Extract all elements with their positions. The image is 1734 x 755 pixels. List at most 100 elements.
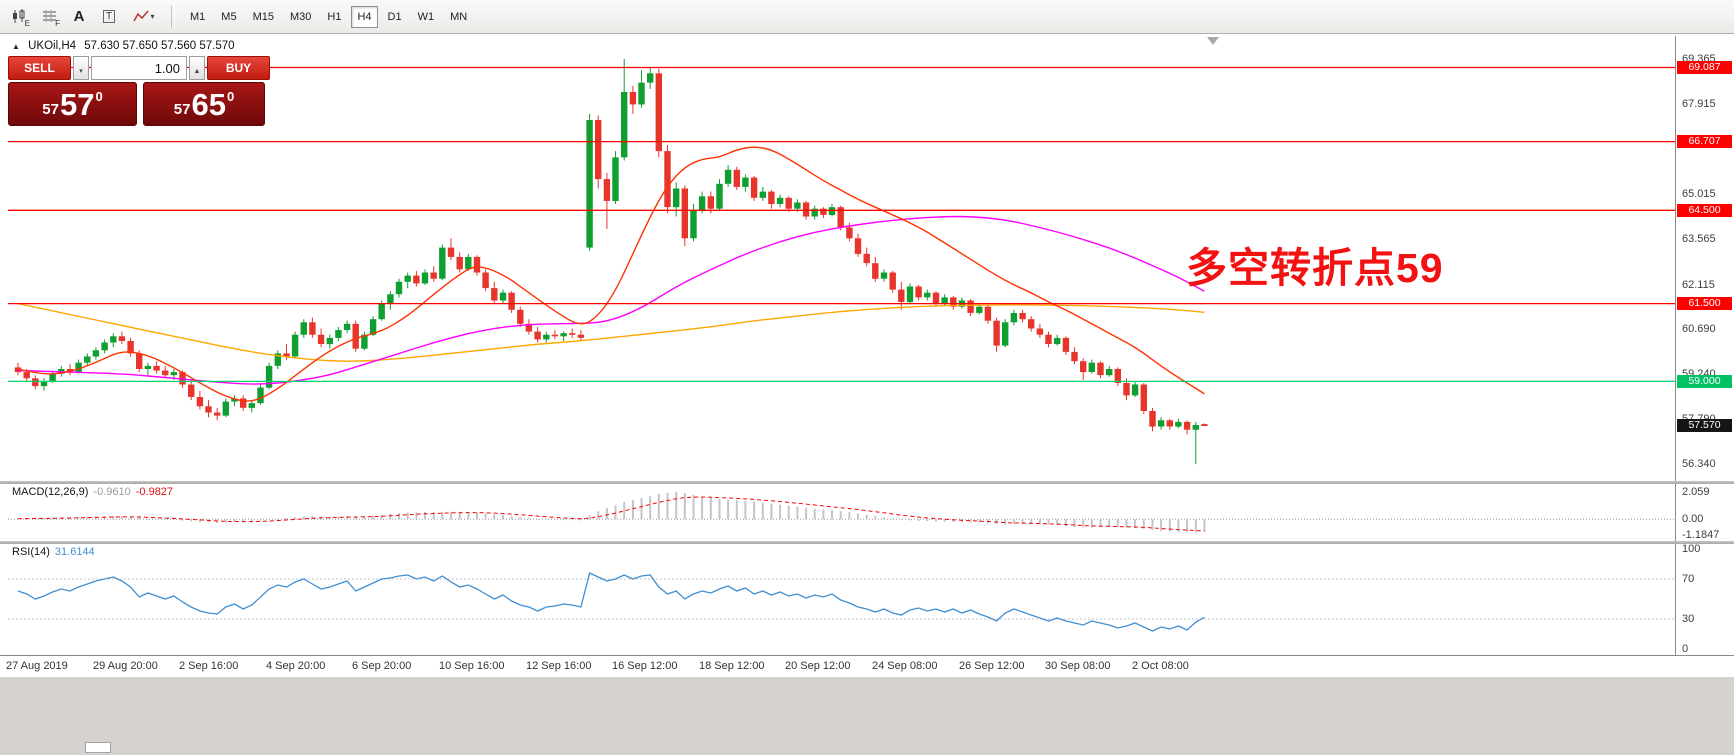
text-label-button[interactable]: T: [95, 5, 123, 29]
rsi-axis[interactable]: 100 70 30 0: [1675, 543, 1734, 655]
price-axis-label: 62.115: [1682, 278, 1715, 291]
toolbar-separator: [171, 5, 175, 28]
grid-button[interactable]: F: [35, 5, 63, 29]
indicators-button[interactable]: ▾: [125, 5, 163, 29]
timeframe-m15[interactable]: M15: [247, 6, 280, 28]
time-axis-label: 10 Sep 16:00: [439, 660, 505, 672]
rsi-axis-label: 0: [1682, 643, 1689, 655]
panel-separator[interactable]: [0, 541, 1734, 544]
price-axis-label: 60.690: [1682, 322, 1716, 335]
volume-input[interactable]: [91, 56, 187, 80]
shortcut-letter: E: [24, 18, 30, 28]
ma_fast-line: [17, 146, 1205, 402]
indicator-line-icon: [133, 10, 150, 22]
sell-button[interactable]: SELL: [8, 56, 71, 80]
rsi-axis-label: 70: [1682, 573, 1695, 585]
font-icon: A: [73, 8, 85, 25]
macd-title: MACD(12,26,9) -0.9610 -0.9827: [12, 486, 178, 498]
ask-pipette: 0: [226, 89, 235, 104]
macd-axis-label: -1.1847: [1682, 529, 1720, 541]
ask-pips: 65: [191, 86, 226, 122]
level-price-tag: 64.500: [1677, 203, 1732, 217]
shortcut-letter: F: [55, 18, 60, 28]
time-axis-label: 18 Sep 12:00: [699, 660, 765, 672]
chevron-down-icon: ▾: [150, 12, 155, 21]
ma_mid-line: [17, 215, 1205, 385]
time-axis-label: 29 Aug 20:00: [93, 660, 158, 672]
timeframe-mn[interactable]: MN: [444, 6, 473, 28]
level-price-tag: 69.087: [1677, 61, 1732, 74]
chart-type-button[interactable]: E: [5, 5, 33, 29]
scroll-thumb[interactable]: [85, 742, 111, 753]
candlestick-icon: [13, 9, 25, 23]
time-axis[interactable]: 27 Aug 2019 29 Aug 20:00 2 Sep 16:00 4 Sep …: [0, 655, 1734, 677]
ask-price-display[interactable]: 57 65 0: [143, 82, 265, 126]
price-chart-canvas: [8, 58, 1676, 465]
level-price-tag: 61.500: [1677, 297, 1732, 311]
time-axis-label: 24 Sep 08:00: [872, 660, 938, 672]
time-axis-label: 30 Sep 08:00: [1045, 660, 1111, 672]
rsi-panel[interactable]: RSI(14) 31.6144: [8, 544, 1676, 655]
price-axis-label: 65.015: [1682, 188, 1716, 201]
timeframe-d1[interactable]: D1: [382, 6, 408, 28]
caret-up-icon: ▲: [193, 67, 201, 75]
current-price-tag: 57.570: [1677, 419, 1732, 433]
macd-axis-label: 0.00: [1682, 513, 1704, 526]
bid-price-display[interactable]: 57 57 0: [8, 82, 137, 126]
price-chart[interactable]: ▲ UKOil,H4 57.630 57.650 57.560 57.570 S…: [8, 36, 1676, 481]
ohlc-values: 57.630 57.650 57.560 57.570: [84, 40, 235, 52]
chart-window[interactable]: ▲ UKOil,H4 57.630 57.650 57.560 57.570 S…: [0, 34, 1734, 677]
caret-down-icon: ▾: [79, 67, 83, 75]
volume-dropdown-button[interactable]: ▾: [73, 56, 89, 80]
tick-direction-icon: ▲: [12, 42, 20, 51]
time-axis-label: 16 Sep 12:00: [612, 660, 678, 672]
time-axis-label: 26 Sep 12:00: [959, 660, 1025, 672]
price-axis-label: 63.565: [1682, 233, 1716, 246]
rsi-canvas: [8, 572, 1676, 632]
time-axis-label: 6 Sep 20:00: [352, 660, 412, 672]
textbox-icon: T: [102, 10, 116, 23]
timeframe-h4[interactable]: H4: [351, 5, 378, 28]
timeframe-m1[interactable]: M1: [184, 6, 211, 28]
rsi-axis-label: 30: [1682, 613, 1695, 625]
chart-shift-marker: [1207, 37, 1219, 45]
ask-integer: 57: [173, 101, 191, 118]
time-axis-label: 4 Sep 20:00: [266, 660, 326, 672]
macd-panel[interactable]: MACD(12,26,9) -0.9610 -0.9827: [8, 484, 1676, 541]
bid-pips: 57: [59, 86, 95, 122]
macd-axis[interactable]: 2.059 0.00 -1.1847: [1675, 484, 1734, 541]
bottom-area: [0, 677, 1734, 755]
font-tool-button[interactable]: A: [65, 5, 93, 29]
top-toolbar: E F A T ▾ M1 M5 M15 M30 H1 H4 D1 W1 MN: [0, 0, 1734, 34]
macd-canvas: [8, 492, 1676, 533]
time-axis-label: 12 Sep 16:00: [526, 660, 592, 672]
time-axis-label: 27 Aug 2019: [6, 660, 68, 672]
macd-main-value: -0.9610: [93, 486, 131, 498]
level-price-tag: 66.707: [1677, 135, 1732, 149]
timeframe-m5[interactable]: M5: [215, 6, 242, 28]
buy-button[interactable]: BUY: [207, 56, 270, 80]
panel-separator[interactable]: [0, 481, 1734, 484]
timeframe-w1[interactable]: W1: [412, 6, 441, 28]
time-axis-label: 2 Oct 08:00: [1132, 660, 1189, 672]
rsi-name: RSI(14): [12, 546, 50, 558]
level-price-tag: 59.000: [1677, 374, 1732, 388]
time-axis-label: 20 Sep 12:00: [785, 660, 851, 672]
bid-integer: 57: [42, 101, 59, 118]
macd-signal-line: [18, 496, 1205, 532]
macd-signal-value: -0.9827: [135, 486, 174, 498]
grid-icon: [42, 9, 56, 22]
volume-up-button[interactable]: ▲: [189, 56, 205, 80]
rsi-title: RSI(14) 31.6144: [12, 546, 100, 558]
rsi-axis-label: 100: [1682, 543, 1701, 555]
timeframe-m30[interactable]: M30: [284, 6, 317, 28]
price-axis[interactable]: 69.36567.91565.01563.56562.11560.69059.2…: [1675, 36, 1734, 481]
rsi-line: [17, 572, 1205, 632]
timeframe-h1[interactable]: H1: [321, 6, 347, 28]
macd-axis-label: 2.059: [1682, 486, 1710, 498]
rsi-value: 31.6144: [54, 546, 95, 558]
candles-layer: [14, 58, 1208, 465]
bid-pipette: 0: [95, 89, 103, 104]
